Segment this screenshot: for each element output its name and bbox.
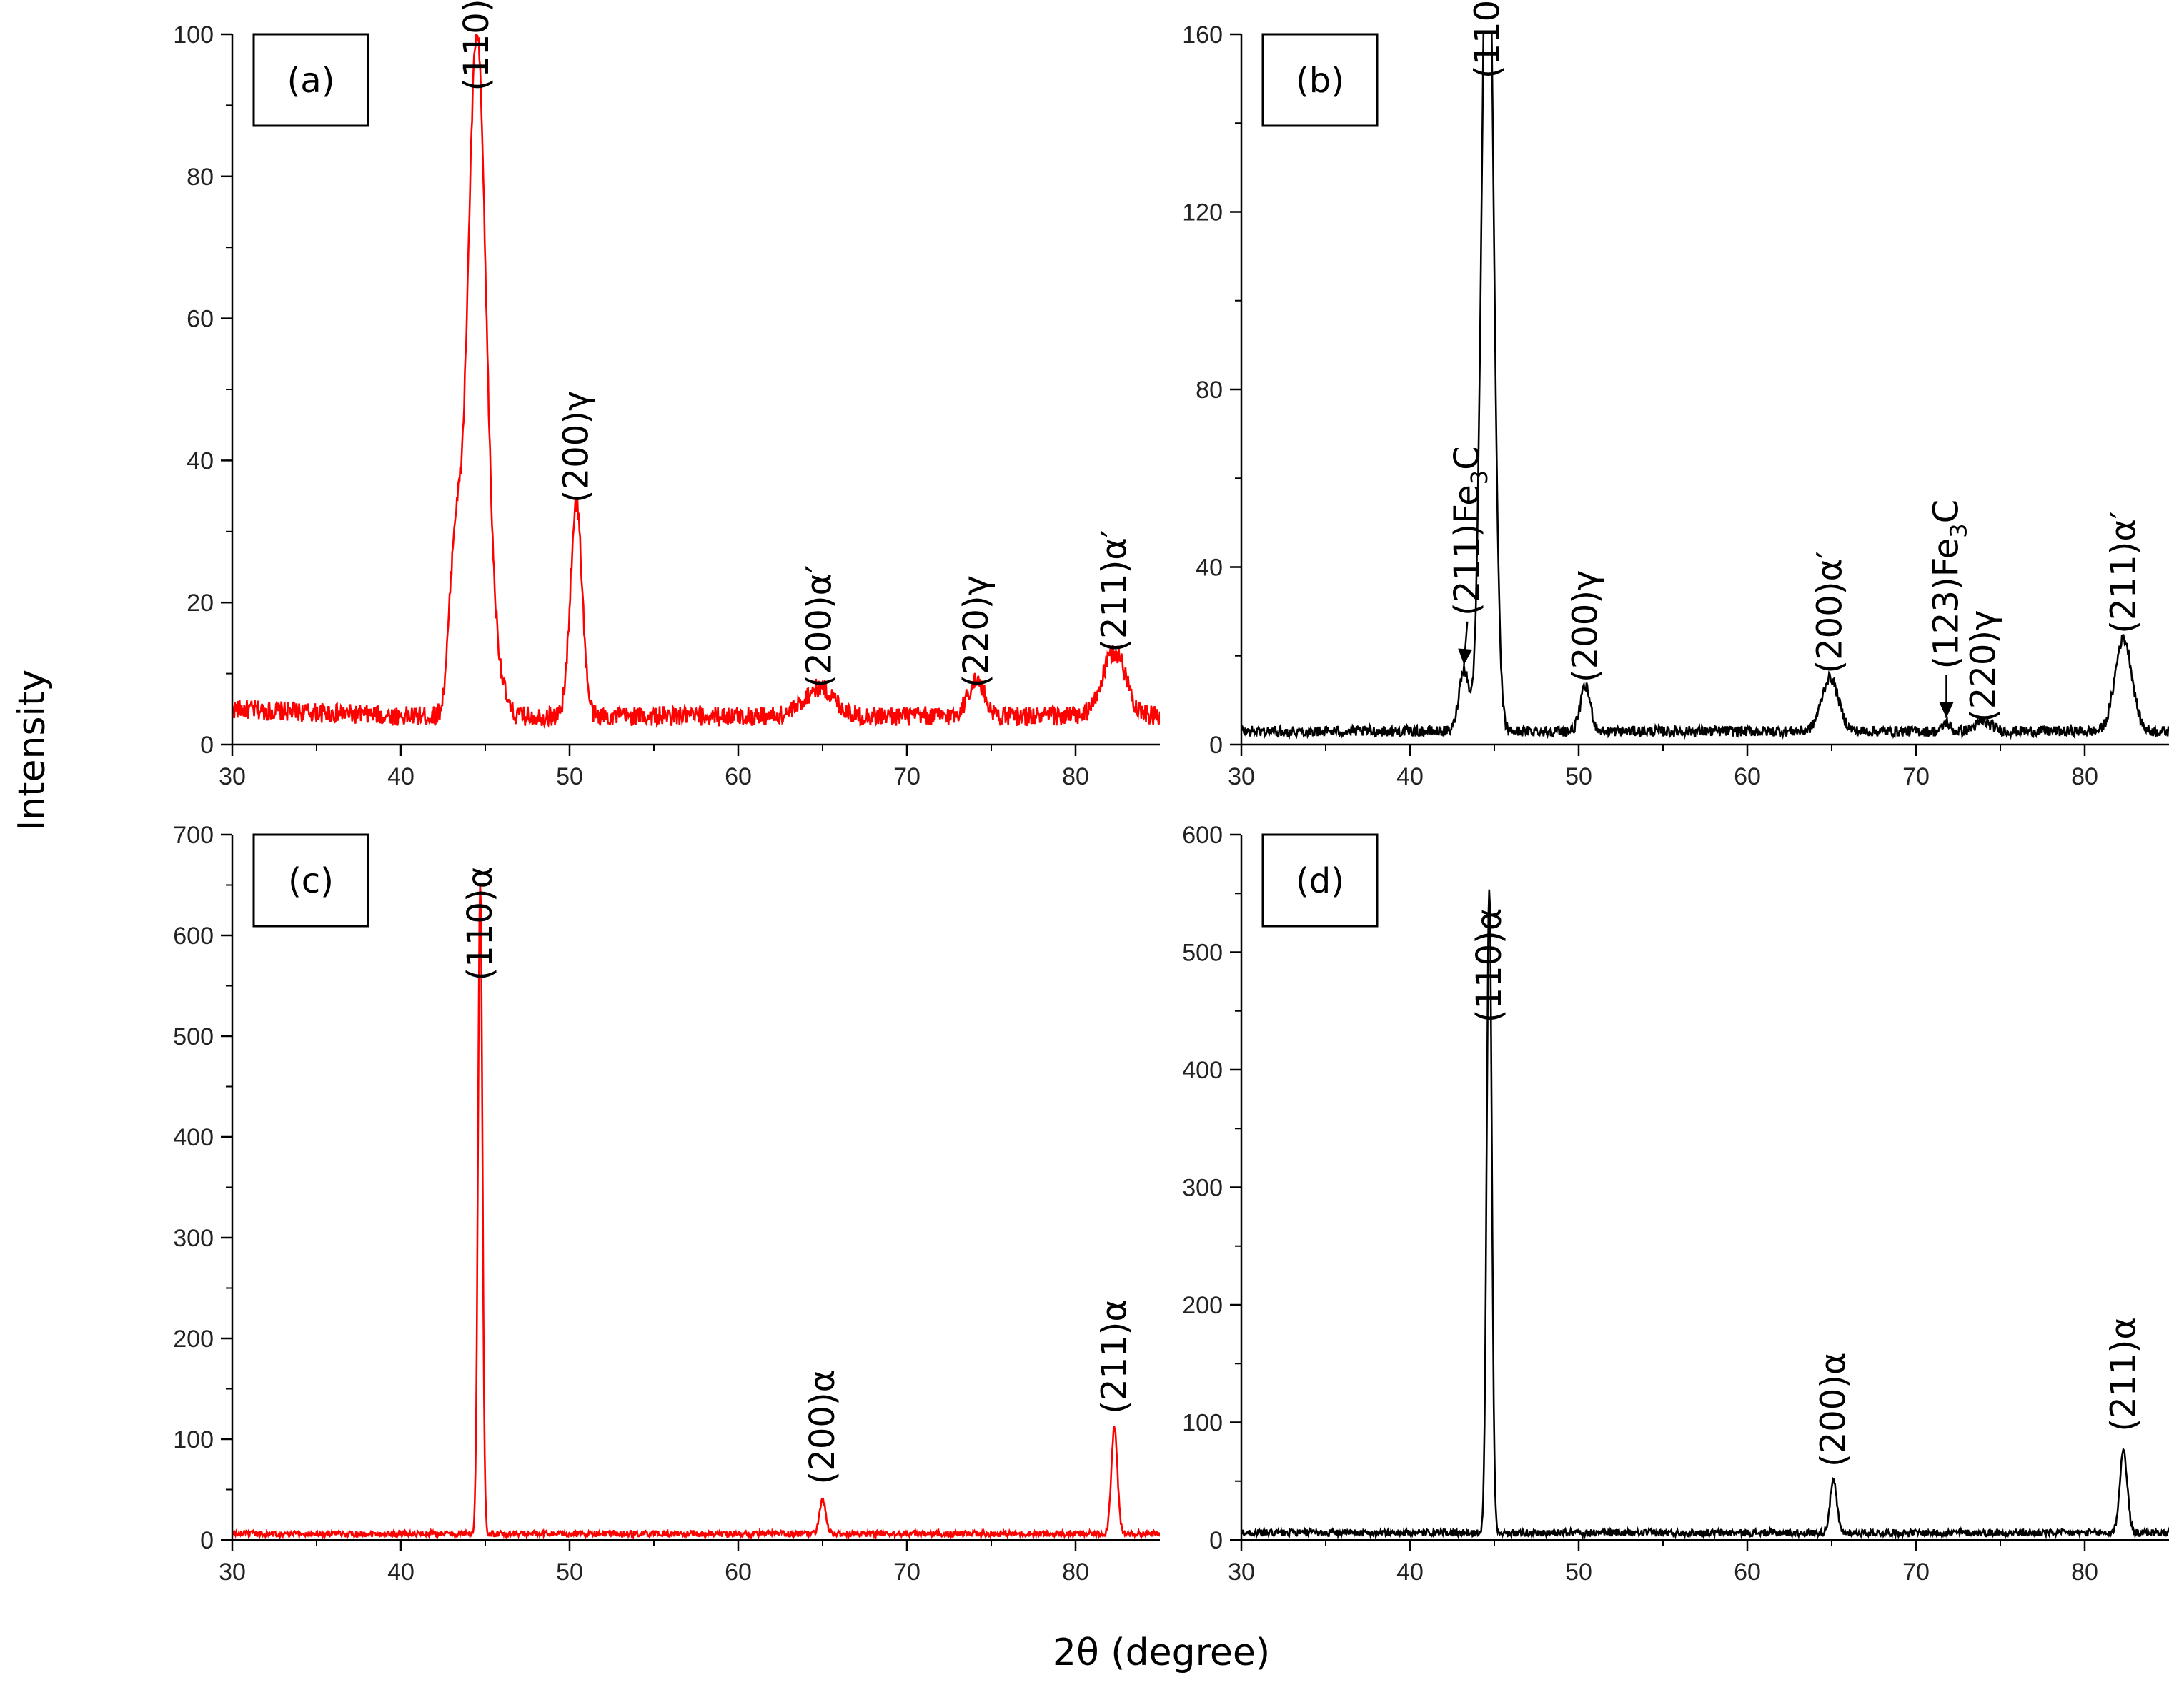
panel-d: 30 40 50 60 70 80 0 100 200 300 400 500 600 (d) (110)α… — [1182, 822, 2169, 1586]
y-tick-label: 40 — [1196, 555, 1223, 582]
y-tick-label: 60 — [187, 306, 214, 333]
x-tick-label: 70 — [893, 1559, 920, 1586]
x-tick-label: 60 — [725, 1559, 752, 1586]
y-tick-label: 0 — [200, 1527, 214, 1554]
x-tick-label: 50 — [1565, 1559, 1592, 1586]
y-tick-label: 80 — [1196, 377, 1223, 404]
peak-label: (200)α′ — [799, 565, 839, 688]
y-tick-label: 200 — [173, 1326, 214, 1353]
panel-tag-box — [252, 833, 369, 928]
panel-tag-box — [1261, 833, 1379, 928]
x-tick-label: 50 — [556, 1559, 583, 1586]
peak-label: (200)α — [803, 1370, 843, 1485]
x-tick-label: 50 — [1565, 763, 1592, 790]
spectrum-line — [1241, 34, 2169, 740]
x-tick-label: 60 — [725, 763, 752, 790]
panel-c: 30 40 50 60 70 80 0 100 200 300 400 500 600 700 (c) (11… — [173, 822, 1160, 1586]
y-tick-label: 400 — [173, 1124, 214, 1151]
y-tick-label: 500 — [173, 1023, 214, 1050]
y-tick-label: 700 — [173, 822, 214, 849]
peak-label: (200)γ — [1565, 570, 1605, 682]
spectrum-line — [1241, 889, 2169, 1540]
y-tick-label: 300 — [1182, 1175, 1223, 1202]
y-tick-label: 100 — [173, 21, 214, 49]
x-axis-title: 2θ (degree) — [1053, 1631, 1270, 1674]
panel-b: 30 40 50 60 70 80 0 40 80 120 160 (b) (110)α′ (200)γ (… — [1182, 0, 2169, 790]
y-tick-label: 500 — [1182, 940, 1223, 967]
panel-tag-box — [252, 33, 369, 127]
peak-label: (200)α — [1813, 1352, 1853, 1467]
spectrum-line — [232, 883, 1160, 1540]
x-tick-label: 30 — [1228, 1559, 1255, 1586]
peak-label: (110)α′ — [1468, 0, 1508, 79]
y-tick-label: 200 — [1182, 1292, 1223, 1319]
annotation-arrow-head — [1939, 702, 1954, 718]
peak-annotation-label: (123)Fe3C — [1926, 499, 1972, 669]
x-tick-label: 40 — [387, 1559, 415, 1586]
y-tick-label: 0 — [1209, 732, 1223, 759]
y-tick-label: 300 — [173, 1225, 214, 1252]
y-tick-label: 600 — [1182, 822, 1223, 849]
peak-label: (110)α — [460, 866, 500, 981]
y-tick-label: 100 — [1182, 1410, 1223, 1437]
x-tick-label: 60 — [1734, 1559, 1761, 1586]
x-tick-label: 70 — [893, 763, 920, 790]
panel-tag-box — [1261, 33, 1379, 127]
peak-label: (200)γ — [556, 391, 596, 503]
panel-tag: (d) — [1296, 861, 1344, 901]
y-tick-label: 600 — [173, 923, 214, 950]
x-tick-label: 40 — [1396, 1559, 1424, 1586]
peak-label: (211)α′ — [1094, 530, 1134, 652]
panel-tag: (b) — [1296, 61, 1344, 101]
y-tick-label: 20 — [187, 590, 214, 617]
y-tick-label: 160 — [1182, 21, 1223, 49]
y-axis-title: Intensity — [11, 670, 54, 831]
annotation-arrow-head — [1458, 648, 1473, 665]
x-tick-label: 80 — [2071, 1559, 2098, 1586]
x-tick-label: 70 — [1902, 763, 1930, 790]
x-tick-label: 40 — [387, 763, 415, 790]
y-tick-label: 120 — [1182, 199, 1223, 227]
x-tick-label: 80 — [2071, 763, 2098, 790]
peak-label: (200)α′ — [1810, 551, 1850, 674]
peak-label: (110)α′ — [457, 0, 497, 91]
peak-label: (110)α — [1469, 908, 1509, 1023]
peak-label: (211)α — [2103, 1317, 2143, 1432]
x-tick-label: 70 — [1902, 1559, 1930, 1586]
y-tick-label: 100 — [173, 1426, 214, 1453]
x-tick-label: 30 — [219, 763, 246, 790]
y-tick-label: 0 — [200, 732, 214, 759]
x-tick-label: 80 — [1062, 763, 1089, 790]
peak-annotation-label: (211)Fe3C — [1447, 446, 1493, 615]
x-tick-label: 40 — [1396, 763, 1424, 790]
y-tick-label: 40 — [187, 447, 214, 474]
peak-label: (211)α — [1094, 1299, 1134, 1414]
x-tick-label: 60 — [1734, 763, 1761, 790]
panel-tag: (c) — [288, 861, 334, 901]
spectrum-line — [232, 34, 1160, 730]
y-tick-label: 80 — [187, 164, 214, 191]
panel-a: 30 40 50 60 70 80 0 20 40 60 80 100 (a) (110)α′ (200)γ… — [173, 0, 1160, 790]
peak-label: (211)α′ — [2103, 511, 2143, 634]
x-tick-label: 30 — [1228, 763, 1255, 790]
peak-label: (220)γ — [956, 575, 996, 687]
y-tick-label: 400 — [1182, 1057, 1223, 1084]
peak-label: (220)γ — [1963, 610, 2003, 722]
x-tick-label: 80 — [1062, 1559, 1089, 1586]
x-tick-label: 50 — [556, 763, 583, 790]
y-tick-label: 0 — [1209, 1527, 1223, 1554]
x-tick-label: 30 — [219, 1559, 246, 1586]
panel-tag: (a) — [287, 61, 335, 101]
